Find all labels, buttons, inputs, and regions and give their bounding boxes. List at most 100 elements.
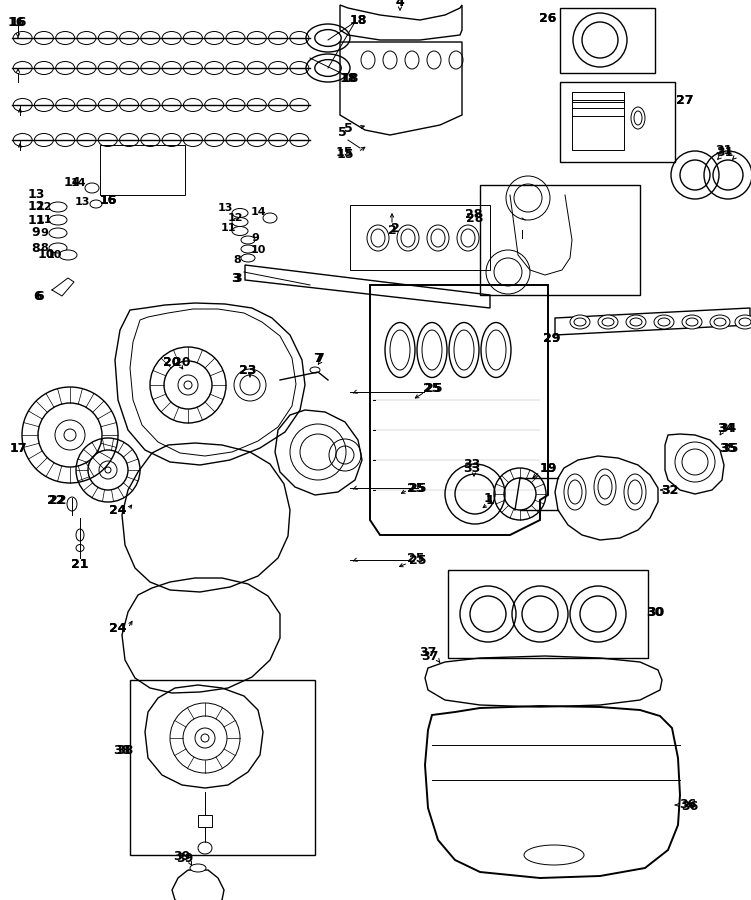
Text: 36: 36	[681, 799, 698, 813]
Text: 8: 8	[40, 243, 48, 253]
Text: 33: 33	[463, 458, 481, 472]
Ellipse shape	[205, 98, 224, 112]
Ellipse shape	[14, 133, 32, 147]
Ellipse shape	[183, 32, 203, 44]
Ellipse shape	[226, 61, 245, 75]
Text: 14: 14	[63, 176, 81, 190]
Text: 25: 25	[425, 382, 443, 394]
Text: 19: 19	[539, 462, 556, 474]
Text: 30: 30	[647, 606, 664, 618]
Ellipse shape	[162, 32, 181, 44]
Text: 32: 32	[662, 483, 679, 497]
Text: 37: 37	[421, 650, 439, 662]
Text: 29: 29	[543, 331, 561, 345]
Ellipse shape	[232, 218, 248, 227]
Ellipse shape	[427, 225, 449, 251]
Text: 18: 18	[349, 14, 366, 26]
Ellipse shape	[241, 254, 255, 262]
Text: 29: 29	[543, 331, 561, 345]
Text: 25: 25	[409, 554, 427, 566]
Ellipse shape	[263, 213, 277, 223]
Text: 18: 18	[341, 71, 359, 85]
Ellipse shape	[232, 209, 248, 218]
Ellipse shape	[98, 98, 117, 112]
Text: 38: 38	[116, 743, 134, 757]
Ellipse shape	[77, 61, 96, 75]
Ellipse shape	[628, 480, 642, 504]
Ellipse shape	[56, 32, 74, 44]
Ellipse shape	[602, 318, 614, 326]
Text: 2: 2	[391, 221, 400, 235]
Ellipse shape	[247, 61, 267, 75]
Text: 6: 6	[34, 290, 42, 302]
Ellipse shape	[49, 202, 67, 212]
Text: 34: 34	[719, 421, 737, 435]
Ellipse shape	[290, 61, 309, 75]
Text: 26: 26	[539, 12, 556, 24]
Ellipse shape	[371, 229, 385, 247]
Ellipse shape	[14, 32, 32, 44]
Ellipse shape	[247, 32, 267, 44]
Ellipse shape	[634, 111, 642, 125]
Ellipse shape	[162, 61, 181, 75]
Text: 16: 16	[99, 194, 116, 206]
Text: 34: 34	[717, 421, 734, 435]
Text: 31: 31	[716, 146, 734, 158]
Ellipse shape	[427, 51, 441, 69]
Ellipse shape	[405, 51, 419, 69]
Text: 12: 12	[228, 213, 243, 223]
Ellipse shape	[35, 133, 53, 147]
Text: 23: 23	[240, 364, 257, 376]
Ellipse shape	[49, 215, 67, 225]
Text: 10: 10	[250, 245, 266, 255]
Ellipse shape	[241, 245, 255, 253]
Text: 1: 1	[486, 493, 494, 507]
Ellipse shape	[56, 133, 74, 147]
Ellipse shape	[90, 200, 102, 208]
Text: 10: 10	[47, 250, 62, 260]
Text: 11: 11	[220, 223, 236, 233]
Ellipse shape	[524, 845, 584, 865]
Ellipse shape	[390, 330, 410, 370]
Ellipse shape	[598, 475, 612, 499]
Text: 2: 2	[388, 223, 397, 237]
Text: 21: 21	[71, 559, 89, 572]
Text: 18: 18	[339, 71, 357, 85]
Ellipse shape	[141, 98, 160, 112]
Ellipse shape	[269, 61, 288, 75]
Ellipse shape	[735, 315, 751, 329]
Text: 25: 25	[424, 382, 441, 394]
Ellipse shape	[658, 318, 670, 326]
Text: 25: 25	[409, 482, 427, 494]
Text: 9: 9	[32, 227, 41, 239]
Ellipse shape	[232, 227, 248, 236]
Bar	[560, 8, 655, 73]
Text: 6: 6	[36, 290, 44, 302]
Bar	[100, 145, 185, 195]
Text: 13: 13	[217, 203, 233, 213]
Ellipse shape	[241, 236, 255, 244]
Text: 17: 17	[9, 442, 27, 454]
Text: 28: 28	[466, 212, 484, 224]
Text: 35: 35	[719, 442, 737, 454]
Ellipse shape	[417, 322, 447, 377]
Text: 17: 17	[9, 442, 27, 454]
Ellipse shape	[98, 32, 117, 44]
Ellipse shape	[98, 61, 117, 75]
Ellipse shape	[162, 98, 181, 112]
Ellipse shape	[98, 133, 117, 147]
Text: 36: 36	[680, 798, 697, 812]
Text: 24: 24	[109, 503, 127, 517]
Ellipse shape	[481, 322, 511, 377]
Bar	[572, 92, 624, 150]
Ellipse shape	[431, 229, 445, 247]
Bar	[560, 82, 675, 162]
Ellipse shape	[141, 32, 160, 44]
Ellipse shape	[141, 133, 160, 147]
Ellipse shape	[449, 322, 479, 377]
Ellipse shape	[119, 98, 139, 112]
Ellipse shape	[226, 32, 245, 44]
Text: 24: 24	[109, 622, 127, 634]
Ellipse shape	[654, 315, 674, 329]
Ellipse shape	[56, 98, 74, 112]
